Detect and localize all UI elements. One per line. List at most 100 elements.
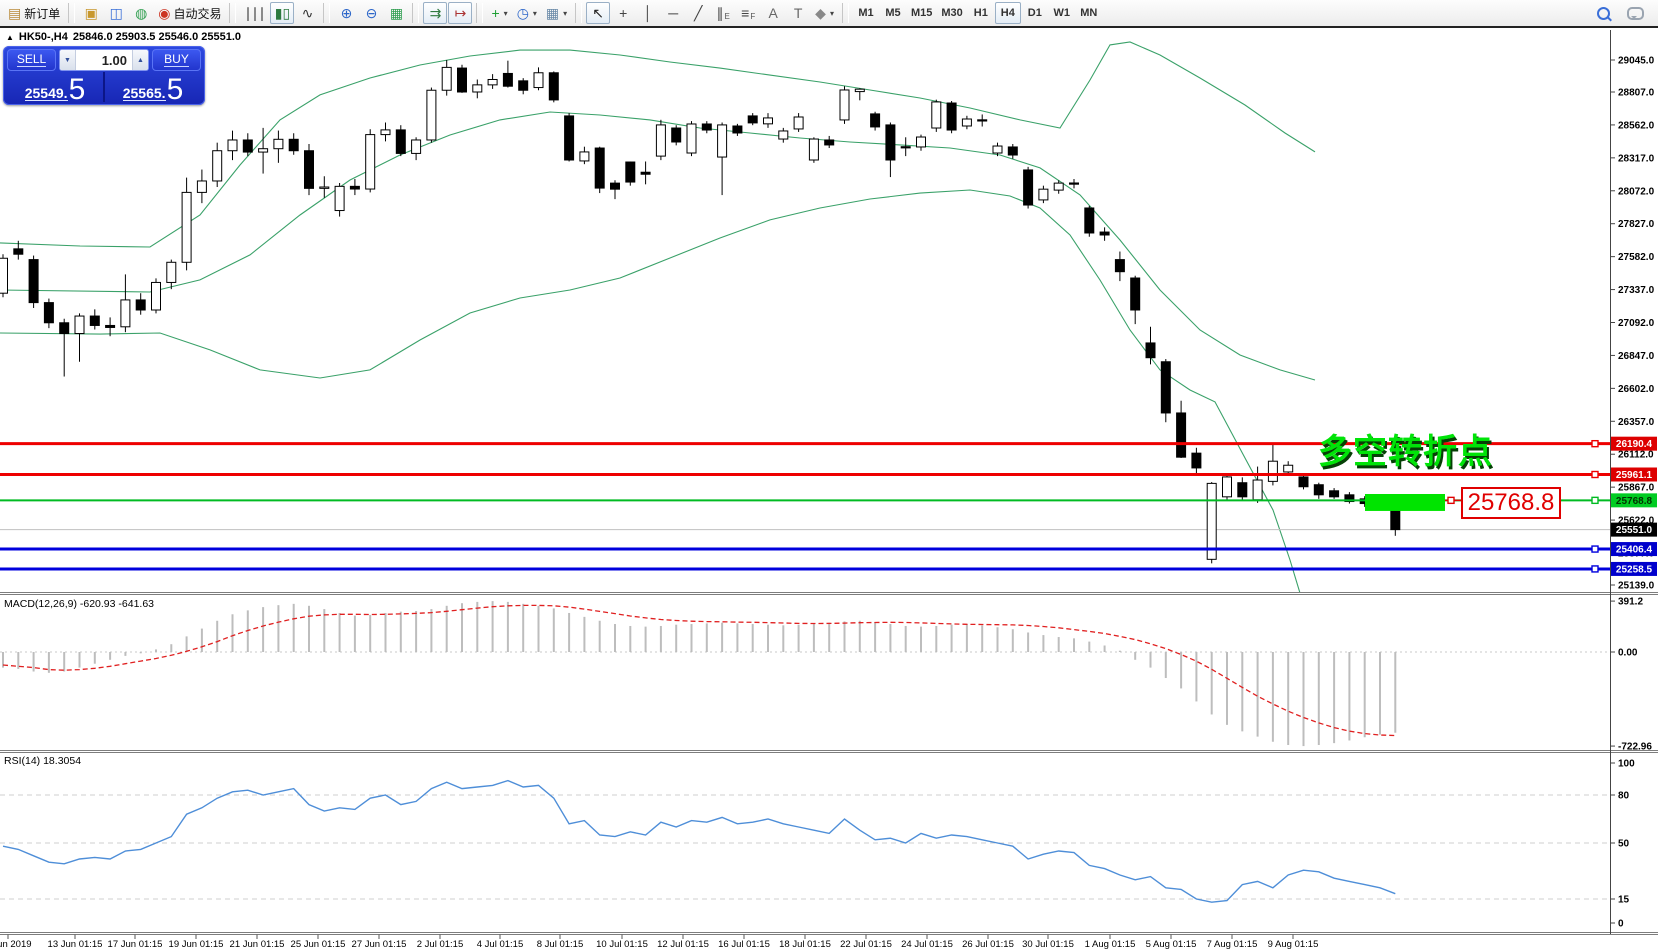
support-line-2-handle[interactable] bbox=[1591, 565, 1599, 573]
tf-m5-button[interactable]: M5 bbox=[880, 2, 906, 24]
volume-decrease-button[interactable]: ▼ bbox=[60, 50, 76, 70]
candle-body[interactable] bbox=[793, 116, 804, 130]
candle-body[interactable] bbox=[258, 148, 269, 153]
chat-icon[interactable] bbox=[1623, 2, 1648, 24]
crosshair-button[interactable]: + bbox=[611, 2, 635, 24]
templates-button[interactable]: ▦ ▾ bbox=[542, 2, 571, 24]
candle-body[interactable] bbox=[1114, 259, 1125, 273]
volume-increase-button[interactable]: ▲ bbox=[132, 50, 148, 70]
buy-price[interactable]: 25565. 5 bbox=[103, 72, 201, 105]
sell-price[interactable]: 25549. 5 bbox=[7, 72, 103, 105]
tf-d1-button[interactable]: D1 bbox=[1022, 2, 1048, 24]
highlight-box[interactable] bbox=[1365, 494, 1445, 511]
tf-h1-button[interactable]: H1 bbox=[968, 2, 994, 24]
candle-body[interactable] bbox=[105, 324, 116, 328]
candle-body[interactable] bbox=[1206, 482, 1217, 560]
candle-body[interactable] bbox=[717, 124, 728, 158]
candle-body[interactable] bbox=[1329, 490, 1340, 498]
price-tag-anchor[interactable] bbox=[1447, 496, 1455, 505]
candle-body[interactable] bbox=[151, 281, 161, 311]
candle-body[interactable] bbox=[1313, 484, 1324, 496]
candle-body[interactable] bbox=[701, 123, 712, 131]
candle-body[interactable] bbox=[625, 161, 636, 183]
candle-body[interactable] bbox=[120, 299, 131, 328]
candle-body[interactable] bbox=[457, 67, 467, 93]
candle-body[interactable] bbox=[0, 257, 8, 294]
candle-body[interactable] bbox=[1252, 479, 1263, 501]
candle-body[interactable] bbox=[977, 119, 988, 122]
text-label-button[interactable]: T bbox=[786, 2, 810, 24]
candle-body[interactable] bbox=[28, 259, 39, 304]
band-lower-line[interactable] bbox=[0, 189, 1301, 593]
candle-body[interactable] bbox=[1145, 342, 1156, 359]
candle-body[interactable] bbox=[579, 151, 590, 162]
time-axis[interactable]: 1 Jun 2019 13 Jun 01:15 17 Jun 01:15 19 Jun… bbox=[0, 934, 1318, 950]
candle-body[interactable] bbox=[900, 146, 911, 149]
candlestick-chart-button[interactable]: ▮▯ bbox=[270, 2, 295, 24]
candle-body[interactable] bbox=[166, 261, 177, 283]
pivot-line-green-handle[interactable] bbox=[1591, 496, 1599, 505]
resistance-line-1-handle[interactable] bbox=[1591, 439, 1599, 448]
tile-windows-button[interactable]: ▦ bbox=[384, 2, 408, 24]
candle-body[interactable] bbox=[288, 138, 299, 152]
trendline-button[interactable]: ╱ bbox=[686, 2, 710, 24]
candle-body[interactable] bbox=[931, 101, 942, 129]
candle-body[interactable] bbox=[1176, 412, 1187, 458]
tf-w1-button[interactable]: W1 bbox=[1049, 2, 1075, 24]
candle-body[interactable] bbox=[1283, 464, 1294, 473]
candle-body[interactable] bbox=[273, 138, 284, 150]
candle-body[interactable] bbox=[181, 191, 192, 263]
annotation-text[interactable]: 多空转折点 bbox=[1318, 433, 1493, 471]
candle-body[interactable] bbox=[885, 124, 896, 161]
tf-h4-button[interactable]: H4 bbox=[994, 2, 1021, 24]
candle-body[interactable] bbox=[1222, 476, 1232, 498]
candle-body[interactable] bbox=[502, 72, 513, 87]
candle-body[interactable] bbox=[916, 136, 926, 148]
auto-scroll-button[interactable]: ⇉ bbox=[423, 2, 448, 24]
candle-body[interactable] bbox=[961, 118, 972, 127]
candle-body[interactable] bbox=[732, 125, 743, 134]
candle-body[interactable] bbox=[441, 66, 452, 91]
candle-body[interactable] bbox=[778, 130, 789, 140]
line-chart-button[interactable]: ∿ bbox=[295, 2, 319, 24]
candle-body[interactable] bbox=[242, 139, 253, 153]
band-upper-line[interactable] bbox=[0, 41, 1316, 248]
candle-body[interactable] bbox=[671, 127, 682, 143]
candle-body[interactable] bbox=[854, 88, 865, 93]
candle-body[interactable] bbox=[334, 185, 345, 212]
shapes-button[interactable]: ◆ ▾ bbox=[811, 2, 838, 24]
profiles-icon[interactable]: ◫ bbox=[104, 2, 128, 24]
candle-body[interactable] bbox=[564, 115, 575, 161]
tf-m1-button[interactable]: M1 bbox=[853, 2, 879, 24]
support-line-1-handle[interactable] bbox=[1591, 545, 1599, 553]
candle-body[interactable] bbox=[319, 186, 330, 189]
candle-body[interactable] bbox=[655, 124, 666, 157]
candle-body[interactable] bbox=[533, 72, 544, 89]
candle-body[interactable] bbox=[227, 139, 238, 152]
candle-body[interactable] bbox=[212, 150, 223, 182]
zoom-in-button[interactable]: ⊕ bbox=[334, 2, 358, 24]
candle-body[interactable] bbox=[89, 315, 100, 326]
candle-body[interactable] bbox=[1298, 476, 1309, 488]
fibonacci-button[interactable]: ≡ F bbox=[736, 2, 760, 24]
candle-body[interactable] bbox=[411, 139, 422, 154]
candle-body[interactable] bbox=[1053, 182, 1064, 191]
candle-body[interactable] bbox=[380, 129, 391, 136]
candle-body[interactable] bbox=[640, 171, 651, 175]
chart-window-icon[interactable]: ▣ bbox=[79, 2, 103, 24]
indicators-button[interactable]: + ▾ bbox=[487, 2, 511, 24]
candle-body[interactable] bbox=[74, 315, 85, 335]
candle-body[interactable] bbox=[1099, 231, 1110, 236]
alerts-icon[interactable]: ◍ bbox=[129, 2, 153, 24]
vertical-line-button[interactable]: │ bbox=[636, 2, 660, 24]
tf-mn-button[interactable]: MN bbox=[1076, 2, 1102, 24]
bar-chart-button[interactable]: ∣∣∣ bbox=[240, 2, 269, 24]
candle-body[interactable] bbox=[946, 102, 957, 131]
horizontal-line-button[interactable]: ─ bbox=[661, 2, 685, 24]
candle-body[interactable] bbox=[1130, 277, 1141, 311]
search-icon[interactable] bbox=[1591, 2, 1615, 24]
candle-body[interactable] bbox=[992, 145, 1003, 154]
sell-button[interactable]: SELL bbox=[7, 49, 56, 71]
candle-body[interactable] bbox=[1084, 207, 1095, 234]
price-axis[interactable]: 29045.0 28807.0 28562.0 28317.0 28072.0 27827… bbox=[1610, 56, 1655, 930]
